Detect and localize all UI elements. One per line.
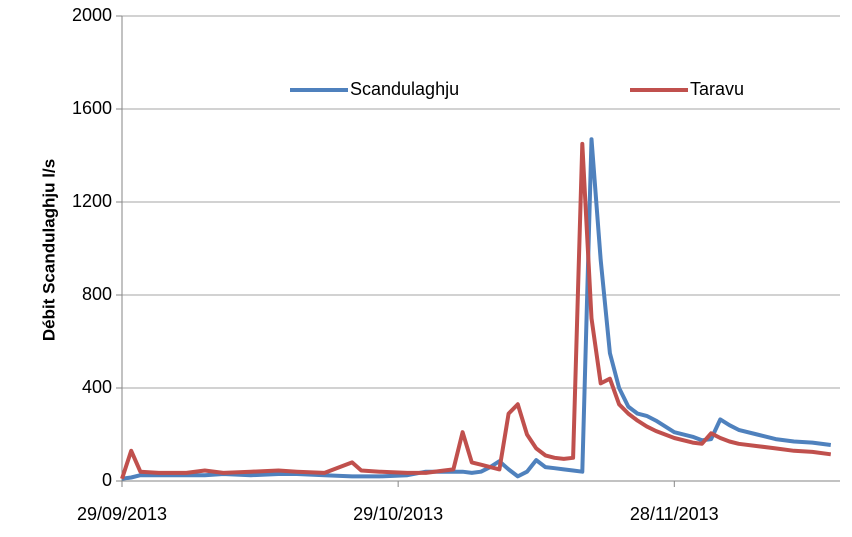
- data-line: [120, 141, 832, 480]
- y-tick-label: 800: [82, 284, 112, 304]
- x-tick-label: 29/09/2013: [77, 504, 167, 524]
- y-tick-label: 2000: [72, 5, 112, 25]
- y-axis-label: Débit Scandulaghju l/s: [39, 159, 58, 341]
- x-tick-label: 29/10/2013: [353, 504, 443, 524]
- y-tick-label: 0: [102, 470, 112, 490]
- data-line: [121, 137, 832, 481]
- y-tick-label: 1600: [72, 98, 112, 118]
- legend-label: Scandulaghju: [350, 79, 459, 99]
- x-tick-label: 28/11/2013: [630, 504, 719, 524]
- y-tick-label: 1200: [72, 191, 112, 211]
- y-tick-label: 400: [82, 377, 112, 397]
- legend-label: Taravu: [690, 79, 744, 99]
